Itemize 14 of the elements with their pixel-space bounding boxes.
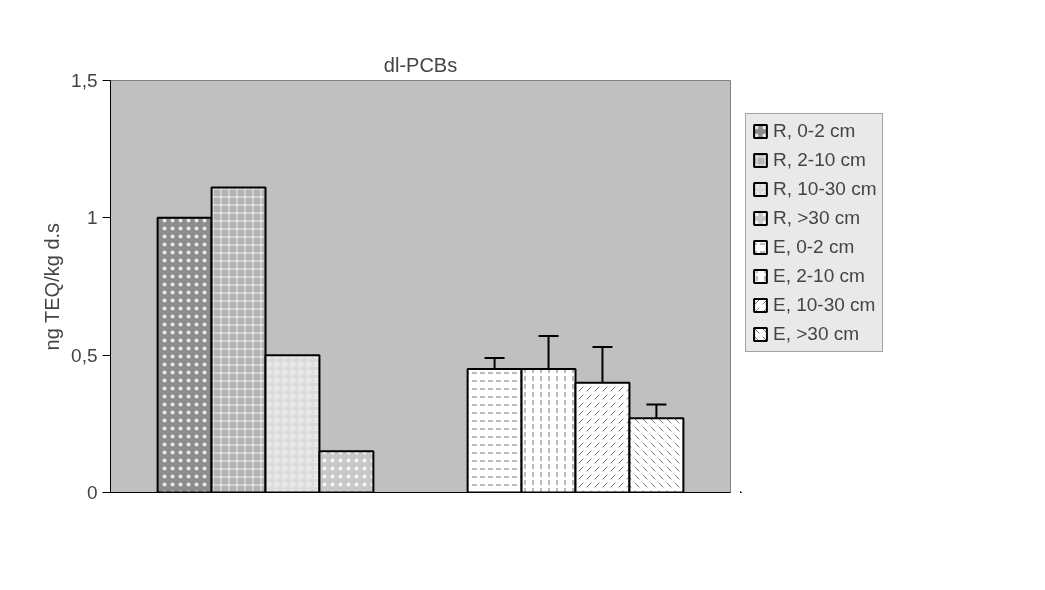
- legend-label: E, >30 cm: [773, 323, 860, 345]
- legend-label: R, 10-30 cm: [773, 178, 877, 200]
- legend-label: R, 0-2 cm: [773, 120, 856, 142]
- legend-label: E, 10-30 cm: [773, 294, 876, 316]
- y-tick-label: 1,5: [71, 70, 98, 91]
- legend-label: R, 2-10 cm: [773, 149, 866, 171]
- chart-title: dl-PCBs: [383, 53, 458, 76]
- legend-label: R, >30 cm: [773, 207, 861, 229]
- y-tick-label: 0,5: [71, 344, 98, 366]
- y-axis-title: ng TEQ/kg d.s: [41, 222, 64, 351]
- y-tick-label: 0: [86, 482, 98, 503]
- legend-label: E, 0-2 cm: [773, 236, 855, 258]
- legend-label: E, 2-10 cm: [773, 265, 865, 287]
- y-tick-label: 1: [86, 207, 98, 229]
